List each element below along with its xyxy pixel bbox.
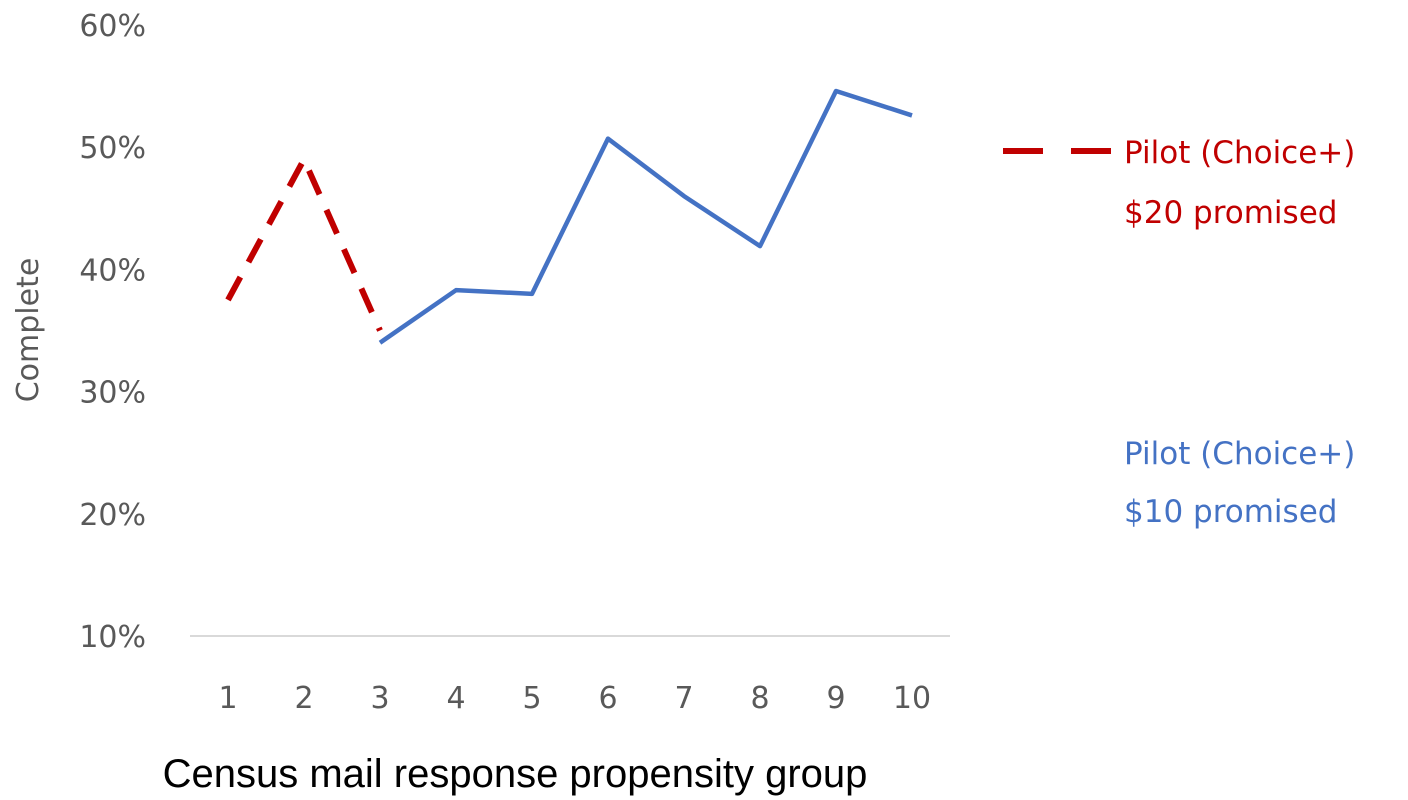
legend-label-10-promised-line1: Pilot (Choice+) bbox=[1124, 436, 1355, 472]
y-tick-label: 60% bbox=[79, 9, 146, 44]
y-tick-label: 40% bbox=[79, 253, 146, 288]
legend-label-20-promised-line2: $20 promised bbox=[1124, 195, 1337, 231]
series-line-0 bbox=[225, 156, 383, 332]
y-tick-label: 10% bbox=[79, 620, 146, 655]
y-tick-label: 30% bbox=[79, 376, 146, 411]
series-lines bbox=[225, 88, 913, 345]
x-tick-label: 8 bbox=[750, 681, 769, 716]
legend: Pilot (Choice+) $20 promised Pilot (Choi… bbox=[1003, 135, 1355, 530]
y-tick-label: 50% bbox=[79, 131, 146, 166]
x-tick-label: 5 bbox=[522, 681, 541, 716]
x-tick-label: 1 bbox=[218, 681, 237, 716]
x-tick-label: 6 bbox=[598, 681, 617, 716]
x-tick-label: 2 bbox=[294, 681, 313, 716]
x-tick-label: 3 bbox=[370, 681, 389, 716]
x-tick-label: 9 bbox=[826, 681, 845, 716]
legend-label-20-promised-line1: Pilot (Choice+) bbox=[1124, 135, 1355, 171]
x-tick-label: 7 bbox=[674, 681, 693, 716]
x-tick-label: 10 bbox=[893, 681, 931, 716]
y-tick-label: 20% bbox=[79, 498, 146, 533]
x-tick-label: 4 bbox=[446, 681, 465, 716]
series-line-1 bbox=[378, 88, 913, 345]
y-axis-label: Complete bbox=[11, 258, 46, 403]
x-axis-ticks: 1 2 3 4 5 6 7 8 9 10 bbox=[218, 681, 931, 716]
x-axis-label: Census mail response propensity group bbox=[163, 752, 868, 796]
legend-label-10-promised-line2: $10 promised bbox=[1124, 494, 1337, 530]
y-axis-ticks: 10% 20% 30% 40% 50% 60% bbox=[79, 9, 146, 655]
